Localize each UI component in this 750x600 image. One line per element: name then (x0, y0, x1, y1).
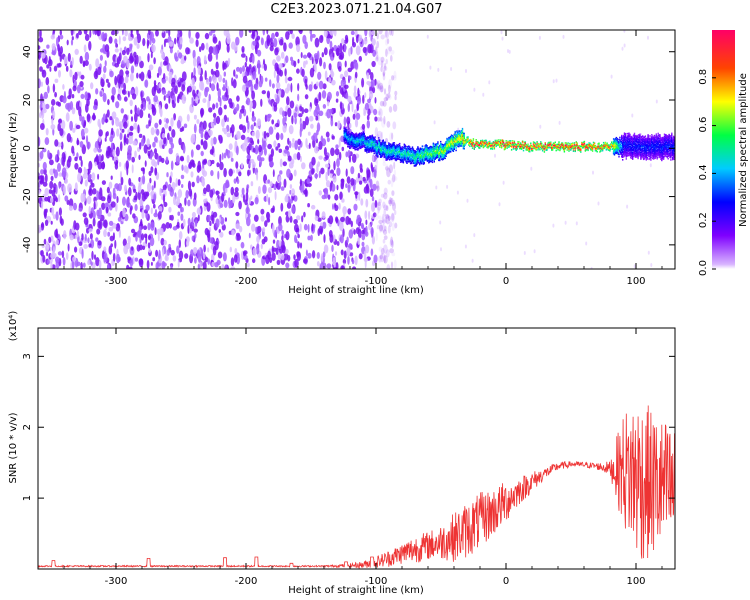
y-tick-label: 2 (22, 424, 33, 430)
colorbar-tick-label: 0.8 (698, 69, 709, 85)
colorbar-tick-label: 0.6 (698, 117, 709, 133)
x-tick-label: -100 (365, 276, 388, 287)
snr-series-line (38, 405, 675, 569)
snr-y-scale-label: (x10⁴) (8, 311, 19, 342)
snr-frame (37, 327, 676, 570)
x-tick-label: 0 (503, 576, 509, 587)
y-tick-label: 3 (22, 353, 33, 359)
snr-x-axis: -300 -200 -100 0 100 (37, 328, 663, 587)
spectrogram-frame (37, 29, 676, 270)
x-tick-label: 100 (626, 576, 645, 587)
y-tick-label: -40 (22, 237, 33, 253)
x-tick-label: 0 (503, 276, 509, 287)
y-tick-label: 20 (22, 94, 33, 107)
y-tick-label: 0 (22, 145, 33, 151)
figure-title: C2E3.2023.071.21.04.G07 (270, 2, 443, 17)
spectrogram-x-axis-label: Height of straight line (km) (288, 285, 424, 296)
spectrogram-x-axis: -300 -200 -100 0 100 (37, 30, 663, 287)
spectrogram-y-axis-label: Frequency (Hz) (8, 112, 19, 188)
spectrogram-noise (38, 30, 674, 269)
colorbar-tick-label: 0.0 (698, 260, 709, 276)
x-tick-label: -300 (105, 576, 128, 587)
spectrogram-signal-ridge (343, 126, 675, 167)
colorbar-ticks: 0.0 0.2 0.4 0.6 0.8 (698, 69, 716, 276)
y-tick-label: -20 (22, 188, 33, 204)
x-tick-label: -100 (365, 576, 388, 587)
colorbar-label: Normalized spectral amplitude (738, 73, 749, 227)
snr-background (38, 328, 675, 569)
snr-x-axis-label: Height of straight line (km) (288, 585, 424, 596)
x-tick-label: 100 (626, 276, 645, 287)
x-tick-label: -300 (105, 276, 128, 287)
colorbar-tick-label: 0.2 (698, 212, 709, 228)
y-tick-label: 1 (22, 495, 33, 501)
snr-y-axis-label: SNR (10 * v/v) (8, 412, 19, 483)
spectrogram-y-axis: -40 -20 0 20 40 (22, 45, 675, 253)
y-tick-label: 40 (22, 45, 33, 58)
snr-y-axis: 1 2 3 (22, 353, 675, 501)
colorbar-gradient (712, 30, 735, 269)
colorbar-tick-label: 0.4 (698, 164, 709, 180)
x-tick-label: -200 (235, 276, 258, 287)
snr-panel: -300 -200 -100 0 100 1 2 3 Height of straight … (8, 311, 676, 596)
x-tick-label: -200 (235, 576, 258, 587)
colorbar: 0.0 0.2 0.4 0.6 0.8 Normalized spectral ampl… (698, 30, 749, 276)
